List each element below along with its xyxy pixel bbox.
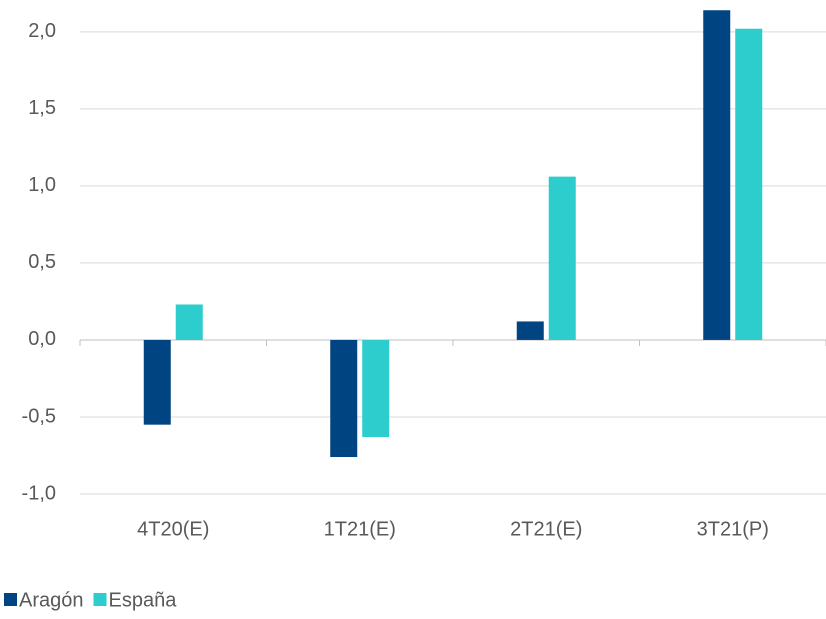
x-tick-label: 3T21(P): [697, 518, 769, 540]
y-tick-label: 0,0: [28, 328, 56, 350]
x-tick-label: 4T20(E): [137, 518, 209, 540]
legend-label: Aragón: [19, 589, 84, 611]
bar: [362, 339, 390, 437]
y-tick-label: 0,5: [28, 251, 56, 273]
y-tick-label: 1,0: [28, 174, 56, 196]
bar: [735, 28, 763, 340]
legend-swatch: [4, 593, 17, 606]
bar: [143, 339, 171, 425]
y-tick-label: -0,5: [22, 405, 56, 427]
x-tick-label: 2T21(E): [510, 518, 582, 540]
y-tick-label: 2,0: [28, 20, 56, 42]
y-tick-label: 1,5: [28, 97, 56, 119]
x-tick-label: 1T21(E): [324, 518, 396, 540]
legend-label: España: [109, 589, 178, 611]
legend-swatch: [93, 593, 107, 606]
bar: [548, 176, 576, 340]
bar: [175, 304, 203, 340]
bar: [330, 339, 358, 458]
bar: [516, 321, 544, 340]
bar: [703, 10, 731, 340]
y-tick-label: -1,0: [22, 482, 56, 504]
